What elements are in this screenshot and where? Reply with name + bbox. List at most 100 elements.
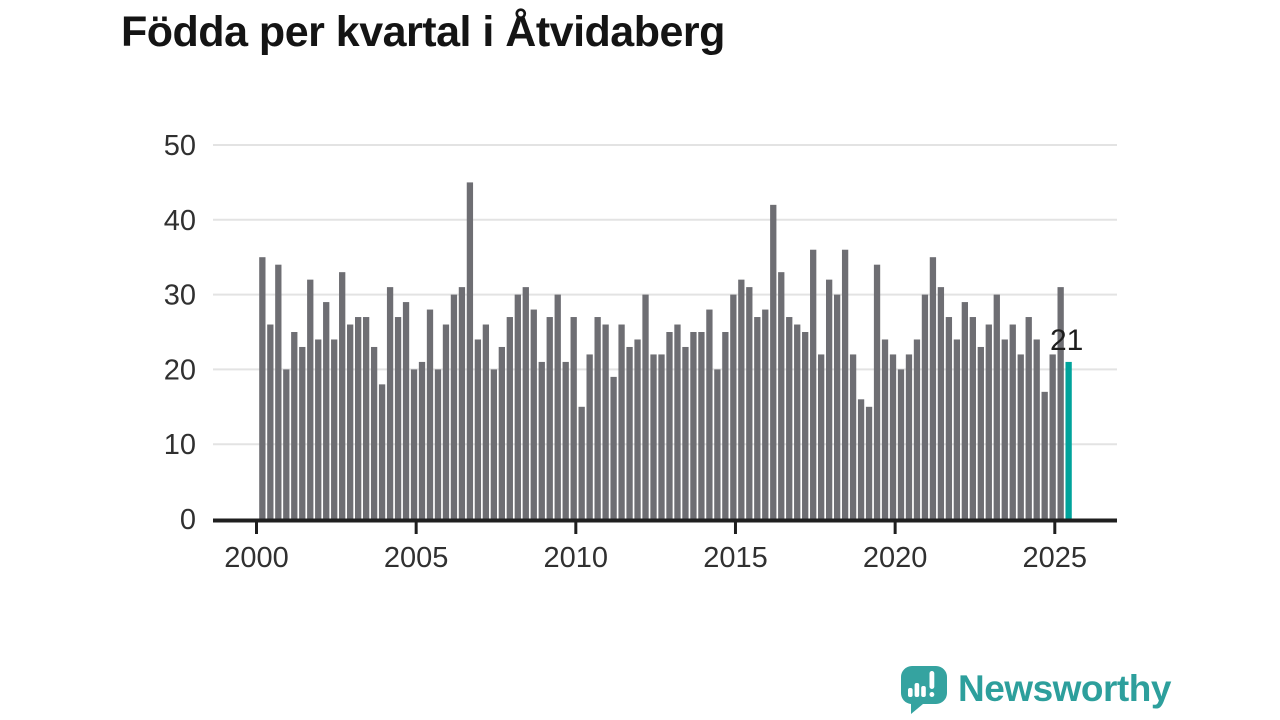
bar xyxy=(299,346,306,519)
bar xyxy=(857,399,865,519)
bar xyxy=(626,346,633,519)
y-tick-label-20: 20 xyxy=(164,354,196,386)
x-axis: 2000 2005 2010 2015 2020 2025 xyxy=(213,518,1117,574)
y-axis-labels: 0 10 20 30 40 50 xyxy=(164,130,196,536)
bar xyxy=(562,361,569,519)
bar xyxy=(259,257,266,519)
bar xyxy=(546,317,553,519)
bar xyxy=(418,361,426,519)
x-tick-label-2025: 2025 xyxy=(1023,542,1088,574)
bar xyxy=(802,332,809,519)
bar xyxy=(1009,324,1016,519)
bar xyxy=(778,272,785,519)
bar xyxy=(618,324,625,519)
bar xyxy=(506,317,513,519)
bar xyxy=(977,346,984,519)
bar xyxy=(634,339,641,519)
y-tick-label-40: 40 xyxy=(164,205,196,237)
bar xyxy=(1049,354,1056,519)
bar xyxy=(953,339,961,519)
bar xyxy=(378,384,386,519)
bar xyxy=(985,324,992,519)
bar xyxy=(602,324,609,519)
y-tick-label-0: 0 xyxy=(180,504,196,536)
bar xyxy=(307,279,314,519)
bar xyxy=(275,264,282,519)
bar xyxy=(698,332,705,519)
chart-title: Födda per kvartal i Åtvidaberg xyxy=(121,8,725,56)
bar xyxy=(482,324,490,519)
bar xyxy=(650,354,657,519)
bar xyxy=(937,287,945,519)
bar xyxy=(674,324,681,519)
bar xyxy=(1025,317,1032,519)
bar xyxy=(889,354,897,519)
x-tick-label-2020: 2020 xyxy=(863,542,928,574)
y-tick-label-50: 50 xyxy=(164,130,196,162)
newsworthy-logo-icon xyxy=(900,666,947,714)
logo-exclamation-dot xyxy=(929,692,935,697)
bar xyxy=(586,354,593,519)
bar xyxy=(474,339,482,519)
bar xyxy=(490,369,498,519)
bar xyxy=(897,369,905,519)
bar xyxy=(498,346,505,519)
bar xyxy=(754,317,761,519)
logo-bar-short xyxy=(908,688,913,697)
logo-exclamation-stem xyxy=(929,671,935,689)
bar xyxy=(402,302,410,519)
bar xyxy=(786,317,793,519)
bar xyxy=(578,406,585,519)
bar xyxy=(331,339,338,519)
bar xyxy=(658,354,665,519)
bar xyxy=(426,309,434,519)
bar xyxy=(929,257,937,519)
bar xyxy=(1057,287,1064,519)
bar xyxy=(706,309,713,519)
highlight-label-group: 21 xyxy=(1050,324,1083,357)
brand-footer: Newsworthy xyxy=(899,664,1171,714)
bar xyxy=(1001,339,1008,519)
bar xyxy=(283,369,290,519)
bar xyxy=(458,287,466,519)
bar xyxy=(849,354,857,519)
bar xyxy=(434,369,442,519)
bar xyxy=(410,369,418,519)
bar xyxy=(466,182,474,519)
bar xyxy=(370,346,378,519)
bar xyxy=(730,294,737,519)
bar xyxy=(522,287,529,519)
y-tick-label-30: 30 xyxy=(164,280,196,312)
bar xyxy=(921,294,929,519)
bar xyxy=(969,317,976,519)
bar xyxy=(961,302,968,519)
bar xyxy=(993,294,1000,519)
bar xyxy=(594,317,601,519)
bar xyxy=(810,249,817,519)
bar xyxy=(682,346,689,519)
bar xyxy=(746,287,753,519)
x-tick-label-2010: 2010 xyxy=(544,542,609,574)
bar xyxy=(530,309,537,519)
bar xyxy=(865,406,873,519)
bar xyxy=(841,249,849,519)
bar xyxy=(666,332,673,519)
bar xyxy=(873,264,881,519)
bar xyxy=(714,369,721,519)
bar xyxy=(347,324,354,519)
bar xyxy=(610,376,617,519)
bar xyxy=(905,354,913,519)
y-tick-label-10: 10 xyxy=(164,429,196,461)
bar xyxy=(722,332,729,519)
bar xyxy=(690,332,697,519)
bar xyxy=(323,302,330,519)
bar xyxy=(945,317,953,519)
brand-name: Newsworthy xyxy=(958,668,1171,709)
bar xyxy=(1033,339,1040,519)
bar xyxy=(833,294,841,519)
bar xyxy=(394,317,402,519)
bar xyxy=(267,324,274,519)
logo-bar-tall xyxy=(914,683,920,697)
bar xyxy=(570,317,577,519)
